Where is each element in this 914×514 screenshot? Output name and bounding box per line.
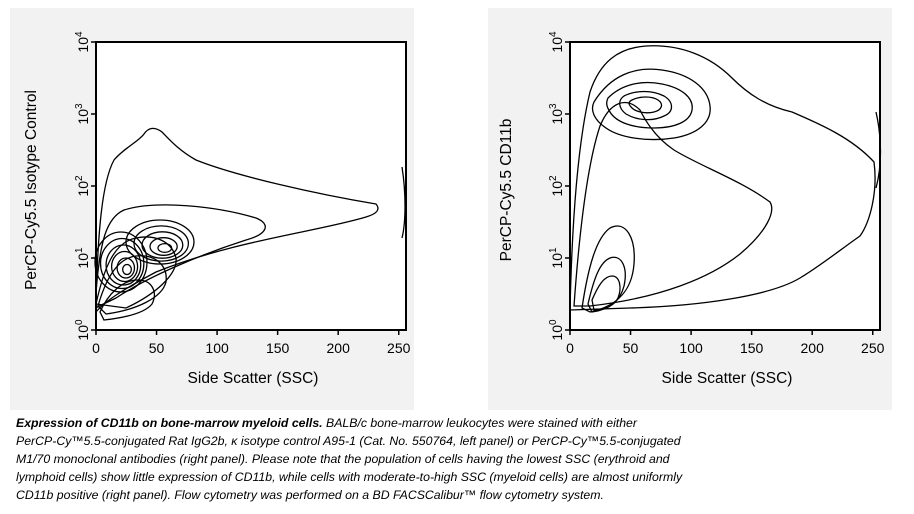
x-tick-label: 250 xyxy=(387,340,411,356)
y-tick-label: 100 xyxy=(548,319,565,341)
population-contour-2 xyxy=(141,231,184,259)
x-axis-label: Side Scatter (SSC) xyxy=(662,370,793,387)
edge-contour xyxy=(401,166,406,239)
contour-line-1 xyxy=(569,45,876,311)
population-contour-2 xyxy=(157,242,173,254)
x-tick-label: 250 xyxy=(861,340,885,356)
contour-line-1 xyxy=(95,127,379,314)
chart-panel-2: 0 50 100 150 200 250 100 101 102 103 104 Side Scatt… xyxy=(498,31,885,387)
population-contour-1 xyxy=(99,237,145,290)
caption-line-1: Expression of CD11b on bone-marrow myelo… xyxy=(16,414,896,432)
y-tick-label: 101 xyxy=(548,247,565,269)
population-contour-1 xyxy=(110,250,139,283)
contour-line-5 xyxy=(99,279,155,321)
caption-line-3: M1/70 monoclonal antibodies (right panel… xyxy=(16,452,670,466)
plot-area xyxy=(570,42,880,330)
y-axis-label: PerCP-Cy5.5 CD11b xyxy=(498,119,515,262)
y-tick-label: 103 xyxy=(74,103,91,125)
y-tick-label: 103 xyxy=(548,103,565,125)
contour-line-3 xyxy=(95,236,177,309)
contour-line-5 xyxy=(619,90,673,121)
plot-area xyxy=(96,42,406,330)
figure-caption: Expression of CD11b on bone-marrow myelo… xyxy=(16,414,896,504)
caption-line-2: PerCP-Cy™5.5-conjugated Rat IgG2b, κ iso… xyxy=(16,434,681,448)
population-contour-1 xyxy=(105,244,142,286)
contour-line-9 xyxy=(591,275,621,311)
chart-panel-1: 0 50 100 150 200 250 100 101 102 103 104 Side Scatt… xyxy=(23,31,411,387)
caption-line-4: lymphoid cells) show little expression o… xyxy=(16,470,683,484)
y-axis-label: PerCP-Cy5.5 Isotype Control xyxy=(23,90,40,290)
y-tick-label: 100 xyxy=(74,319,91,341)
population-contour-2 xyxy=(149,237,178,256)
population-contour-1 xyxy=(122,263,132,276)
y-tick-label: 101 xyxy=(74,247,91,269)
caption-line-5: CD11b positive (right panel). Flow cytom… xyxy=(16,488,604,502)
x-tick-label: 150 xyxy=(266,340,290,356)
x-tick-label: 150 xyxy=(740,340,764,356)
caption-title: Expression of CD11b on bone-marrow myelo… xyxy=(16,416,323,430)
x-tick-label: 50 xyxy=(149,340,165,356)
contour-line-2 xyxy=(573,101,773,307)
y-tick-label: 104 xyxy=(548,31,565,53)
x-tick-label: 50 xyxy=(623,340,639,356)
y-tick-label: 102 xyxy=(548,175,565,197)
y-tick-label: 104 xyxy=(74,31,91,53)
contour-line-4 xyxy=(606,81,693,129)
contour-line-6 xyxy=(628,96,663,114)
x-tick-label: 200 xyxy=(327,340,351,356)
x-tick-label: 200 xyxy=(801,340,825,356)
x-tick-label: 0 xyxy=(566,340,574,356)
y-tick-label: 102 xyxy=(74,175,91,197)
x-tick-label: 0 xyxy=(92,340,100,356)
population-contour-1 xyxy=(116,257,136,279)
contour-line-3 xyxy=(591,68,711,141)
contour-line-2 xyxy=(95,204,266,310)
contour-lines xyxy=(569,45,882,313)
x-tick-label: 100 xyxy=(205,340,229,356)
population-contour-2 xyxy=(125,219,195,265)
x-axis-label: Side Scatter (SSC) xyxy=(188,370,319,387)
x-tick-label: 100 xyxy=(679,340,703,356)
caption-text-1: BALB/c bone-marrow leukocytes were stain… xyxy=(322,416,637,430)
population-contour-2 xyxy=(133,225,190,262)
contour-lines xyxy=(94,127,406,321)
